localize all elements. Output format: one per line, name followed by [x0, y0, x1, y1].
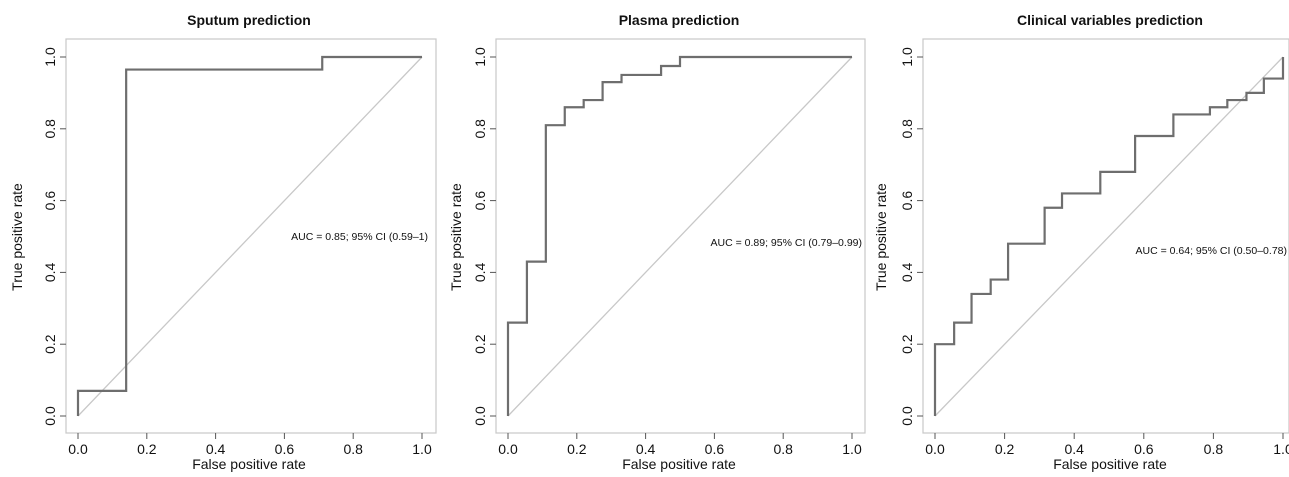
- x-tick-label: 0.8: [343, 441, 363, 457]
- y-tick-label: 1.0: [899, 47, 915, 67]
- x-tick-label: 0.8: [1204, 441, 1224, 457]
- y-tick-label: 0.8: [472, 119, 488, 139]
- x-tick-label: 0.4: [636, 441, 656, 457]
- x-tick-label: 1.0: [412, 441, 432, 457]
- auc-annotation: AUC = 0.85; 95% CI (0.59–1): [291, 231, 428, 243]
- x-tick-label: 0.2: [137, 441, 157, 457]
- x-tick-label: 0.0: [498, 441, 518, 457]
- y-tick-label: 0.0: [899, 406, 915, 426]
- y-tick-label: 0.0: [42, 406, 58, 426]
- x-tick-label: 0.6: [705, 441, 725, 457]
- y-axis-label: True positive rate: [9, 183, 25, 291]
- plot-frame: [65, 38, 437, 434]
- chart-title: Sputum prediction: [187, 12, 311, 28]
- y-tick-label: 0.6: [42, 191, 58, 211]
- auc-annotation: AUC = 0.89; 95% CI (0.79–0.99): [711, 237, 862, 249]
- panel-plasma: Plasma prediction False positive rate Tr…: [448, 12, 866, 472]
- y-tick-label: 0.2: [899, 334, 915, 354]
- chart-title: Clinical variables prediction: [1017, 12, 1203, 28]
- chart-title: Plasma prediction: [619, 12, 740, 28]
- y-tick-label: 0.4: [42, 262, 58, 282]
- plot-frame: [495, 38, 866, 434]
- y-axis-label: True positive rate: [448, 183, 464, 291]
- y-axis-label: True positive rate: [873, 183, 889, 291]
- x-tick-label: 0.0: [68, 441, 88, 457]
- x-axis-label: False positive rate: [1053, 456, 1167, 472]
- reference-diagonal-line: [934, 56, 1284, 417]
- auc-annotation: AUC = 0.64; 95% CI (0.50–0.78): [1136, 245, 1287, 257]
- y-tick-label: 0.4: [899, 262, 915, 282]
- y-tick-label: 0.8: [42, 119, 58, 139]
- x-tick-label: 0.8: [773, 441, 793, 457]
- x-axis-label: False positive rate: [192, 456, 306, 472]
- y-tick-label: 1.0: [472, 47, 488, 67]
- panel-sputum: Sputum prediction False positive rate Tr…: [9, 12, 437, 472]
- x-tick-label: 0.4: [1064, 441, 1084, 457]
- roc-curve: [506, 55, 852, 416]
- x-tick-label: 0.2: [995, 441, 1015, 457]
- roc-curve: [933, 57, 1285, 416]
- y-tick-label: 0.6: [472, 191, 488, 211]
- y-tick-label: 0.8: [899, 119, 915, 139]
- roc-curve: [76, 55, 422, 416]
- panel-clinical-variables: Clinical variables prediction False posi…: [873, 12, 1289, 472]
- y-tick-label: 0.6: [899, 191, 915, 211]
- x-tick-label: 0.0: [925, 441, 945, 457]
- x-tick-label: 0.2: [567, 441, 587, 457]
- plot-frame: [922, 38, 1289, 434]
- x-axis-label: False positive rate: [622, 456, 736, 472]
- reference-diagonal-line: [507, 56, 853, 417]
- reference-diagonal-line: [77, 56, 423, 417]
- x-tick-label: 0.6: [1134, 441, 1154, 457]
- y-tick-label: 0.2: [42, 334, 58, 354]
- x-tick-label: 0.6: [275, 441, 295, 457]
- y-tick-label: 0.4: [472, 262, 488, 282]
- x-tick-label: 1.0: [842, 441, 862, 457]
- x-tick-label: 1.0: [1273, 441, 1289, 457]
- x-tick-label: 0.4: [206, 441, 226, 457]
- y-tick-label: 0.2: [472, 334, 488, 354]
- y-tick-label: 1.0: [42, 47, 58, 67]
- y-tick-label: 0.0: [472, 406, 488, 426]
